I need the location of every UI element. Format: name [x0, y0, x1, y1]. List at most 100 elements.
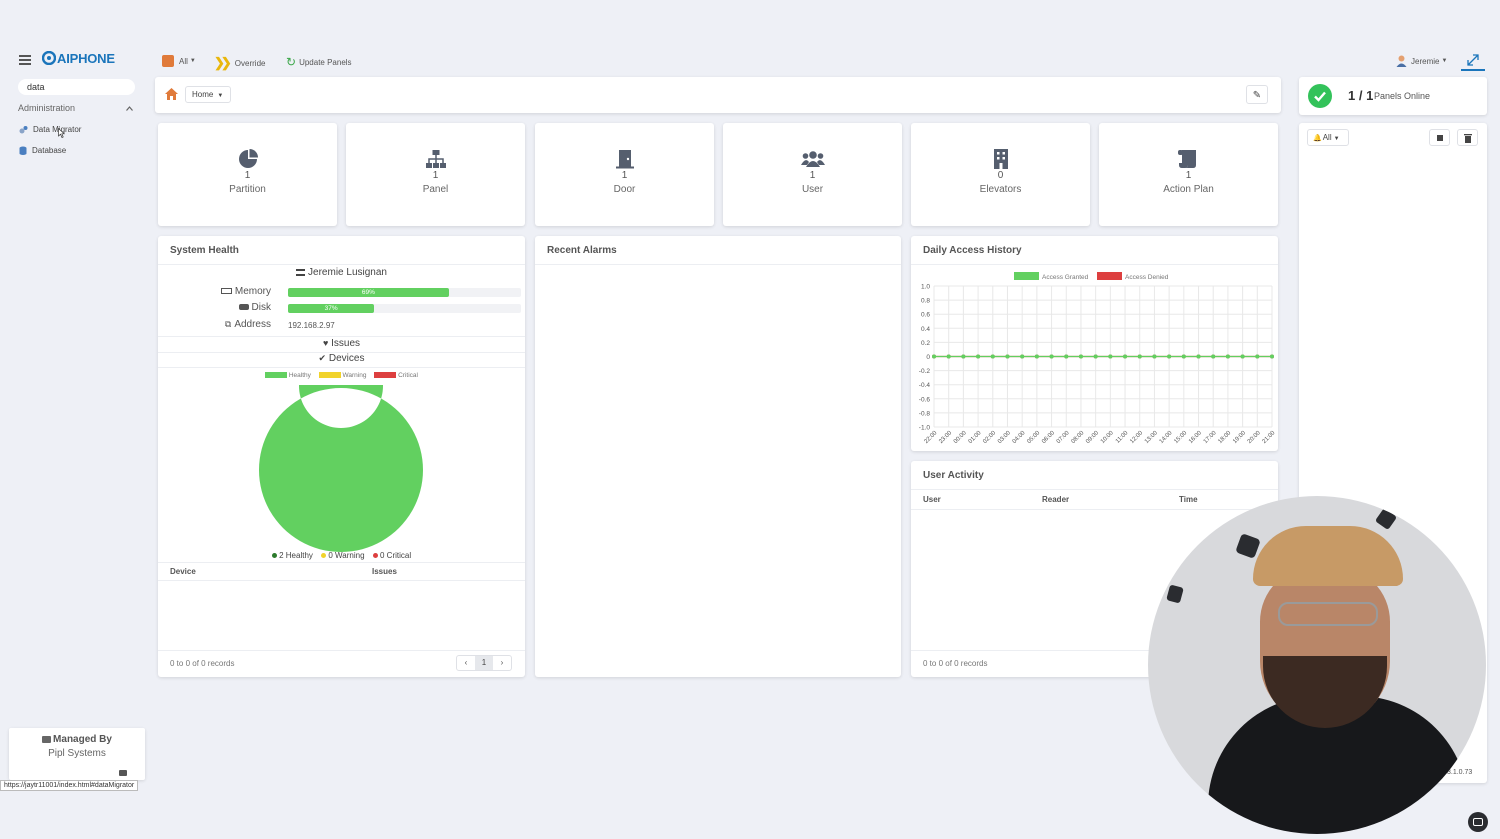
data-point[interactable]: [1255, 354, 1260, 359]
data-migrator-icon: [19, 125, 28, 133]
table-header-time[interactable]: Time: [1179, 495, 1198, 504]
data-point[interactable]: [1064, 354, 1069, 359]
data-point[interactable]: [1152, 354, 1157, 359]
host-row: Jeremie Lusignan: [158, 267, 525, 278]
page-number[interactable]: 1: [475, 656, 493, 670]
brand-logo[interactable]: AIPHONE: [42, 50, 115, 66]
data-point[interactable]: [946, 354, 951, 359]
prev-page-button[interactable]: ‹: [464, 658, 468, 667]
y-tick-label: 1.0: [921, 284, 930, 291]
tile-label: Panel: [422, 184, 449, 195]
expand-icon[interactable]: [1461, 52, 1485, 71]
tile-action-plan[interactable]: 1 Action Plan: [1099, 123, 1278, 226]
sidebar-item-database[interactable]: Database: [19, 144, 129, 156]
disk-label: Disk: [198, 302, 271, 313]
tile-label: User: [801, 184, 824, 195]
pagination: ‹ 1 ›: [456, 655, 512, 671]
data-point[interactable]: [1167, 354, 1172, 359]
memory-bar: 69%: [288, 288, 521, 297]
tile-label: Partition: [229, 184, 266, 195]
data-point[interactable]: [990, 354, 995, 359]
system-health-card: System Health Jeremie Lusignan Memory 69…: [158, 236, 525, 677]
card-title: System Health: [170, 245, 239, 256]
events-filter-dropdown[interactable]: 🔔All ▼: [1307, 129, 1349, 146]
table-header-issues[interactable]: Issues: [372, 567, 397, 576]
legend-swatch[interactable]: [1014, 272, 1039, 280]
building-filter-icon: [162, 55, 174, 67]
data-point[interactable]: [976, 354, 981, 359]
screen-capture-icon[interactable]: [1468, 812, 1488, 832]
sidebar-search-input[interactable]: data: [18, 79, 135, 95]
data-point[interactable]: [1196, 354, 1201, 359]
tile-elevators[interactable]: 0 Elevators: [911, 123, 1090, 226]
data-point[interactable]: [932, 354, 936, 359]
data-point[interactable]: [1078, 354, 1083, 359]
update-panels-button[interactable]: ↻ Update Panels: [286, 55, 352, 69]
sidebar-section-label: Administration: [18, 103, 76, 113]
daily-access-line-chart: Access Granted Access Denied 1.0 0.8 0.6 0.4 0…: [919, 272, 1277, 445]
next-page-button[interactable]: ›: [500, 658, 504, 667]
table-header-reader[interactable]: Reader: [1042, 495, 1070, 504]
door-icon: [615, 150, 634, 169]
issues-row[interactable]: ♥ Issues: [158, 338, 525, 349]
hamburger-menu-icon[interactable]: [19, 55, 31, 65]
building-icon: [993, 149, 1008, 169]
x-tick-label: 19:00: [1232, 430, 1247, 445]
y-tick-label: -1.0: [919, 425, 931, 432]
tile-panel[interactable]: 1 Panel: [346, 123, 525, 226]
filter-all-dropdown[interactable]: All ▼: [162, 55, 196, 67]
data-point[interactable]: [1240, 354, 1245, 359]
home-dropdown[interactable]: Home ▼: [185, 86, 231, 103]
scroll-icon: [1177, 150, 1196, 168]
x-tick-label: 03:00: [997, 430, 1012, 445]
data-point[interactable]: [1123, 354, 1128, 359]
brand-name: AIPHONE: [57, 50, 115, 66]
chevron-up-icon: [126, 106, 133, 111]
edit-layout-button[interactable]: ✎: [1246, 85, 1268, 104]
data-point[interactable]: [1108, 354, 1113, 359]
x-tick-label: 21:00: [1262, 430, 1277, 445]
data-point[interactable]: [1034, 354, 1039, 359]
webcam-overlay: [1148, 496, 1486, 834]
stop-button[interactable]: [1429, 129, 1450, 146]
data-point[interactable]: [1020, 354, 1025, 359]
data-point[interactable]: [1049, 354, 1054, 359]
address-label: ⧉ Address: [224, 319, 271, 330]
tile-count: 1: [1185, 170, 1192, 181]
sidebar-item-data-migrator[interactable]: Data Migrator: [19, 123, 129, 135]
override-button[interactable]: ❯❯ Override: [214, 55, 265, 71]
hdd-icon: [238, 304, 249, 311]
table-header-device[interactable]: Device: [170, 567, 196, 576]
tile-door[interactable]: 1 Door: [535, 123, 714, 226]
legend-swatch-critical: [374, 372, 397, 379]
data-point[interactable]: [1270, 354, 1274, 359]
x-tick-label: 14:00: [1159, 430, 1174, 445]
y-tick-label: 0.2: [921, 340, 930, 347]
home-icon[interactable]: [164, 87, 179, 101]
data-point[interactable]: [1211, 354, 1216, 359]
y-tick-label: 0.8: [921, 298, 930, 305]
legend-label: Warning: [342, 372, 367, 379]
database-icon: [19, 146, 27, 155]
data-point[interactable]: [1093, 354, 1098, 359]
tile-user[interactable]: 1 User: [723, 123, 902, 226]
managed-by-company: Pipl Systems: [48, 748, 106, 759]
sidebar-section-administration[interactable]: Administration: [18, 103, 135, 115]
tile-partition[interactable]: 1 Partition: [158, 123, 337, 226]
data-point[interactable]: [1005, 354, 1010, 359]
data-point[interactable]: [961, 354, 966, 359]
data-point[interactable]: [1225, 354, 1230, 359]
panels-online-card: 1 / 1 Panels Online: [1299, 77, 1487, 115]
status-bar-url: https://jaytr11001/index.html#dataMigrat…: [0, 780, 139, 791]
devices-row[interactable]: ✔ Devices: [158, 353, 525, 364]
data-point[interactable]: [1181, 354, 1186, 359]
donut-slice-healthy[interactable]: [259, 385, 423, 552]
heartbeat-icon: ♥: [322, 338, 329, 348]
delete-button[interactable]: [1457, 129, 1478, 146]
memory-percent: 69%: [361, 289, 375, 296]
envelope-icon[interactable]: [119, 770, 127, 776]
user-menu[interactable]: Jeremie ▼: [1396, 55, 1447, 67]
data-point[interactable]: [1137, 354, 1142, 359]
legend-swatch[interactable]: [1097, 272, 1122, 280]
table-header-user[interactable]: User: [923, 495, 941, 504]
